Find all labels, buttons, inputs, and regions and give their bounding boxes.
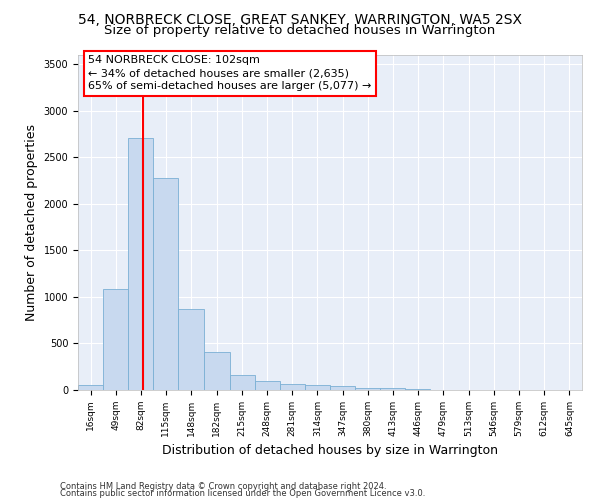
Text: 54 NORBRECK CLOSE: 102sqm
← 34% of detached houses are smaller (2,635)
65% of se: 54 NORBRECK CLOSE: 102sqm ← 34% of detac… (88, 55, 371, 92)
Bar (355, 388, 380, 390)
Text: 54, NORBRECK CLOSE, GREAT SANKEY, WARRINGTON, WA5 2SX: 54, NORBRECK CLOSE, GREAT SANKEY, WARRIN… (78, 12, 522, 26)
Text: Contains public sector information licensed under the Open Government Licence v3: Contains public sector information licen… (60, 490, 425, 498)
Bar (128, 138, 154, 390)
Y-axis label: Number of detached properties: Number of detached properties (25, 124, 38, 321)
Bar (305, 385, 330, 390)
Text: Contains HM Land Registry data © Crown copyright and database right 2024.: Contains HM Land Registry data © Crown c… (60, 482, 386, 491)
X-axis label: Distribution of detached houses by size in Warrington: Distribution of detached houses by size … (162, 444, 498, 458)
Bar (230, 374, 254, 390)
Bar (205, 352, 230, 390)
Bar (78, 386, 103, 390)
Bar (178, 309, 203, 390)
Bar (330, 386, 355, 390)
Bar (154, 178, 178, 390)
Bar (103, 288, 128, 390)
Bar (254, 380, 280, 390)
Bar (280, 384, 305, 390)
Bar (380, 388, 406, 390)
Bar (406, 388, 430, 390)
Text: Size of property relative to detached houses in Warrington: Size of property relative to detached ho… (104, 24, 496, 37)
